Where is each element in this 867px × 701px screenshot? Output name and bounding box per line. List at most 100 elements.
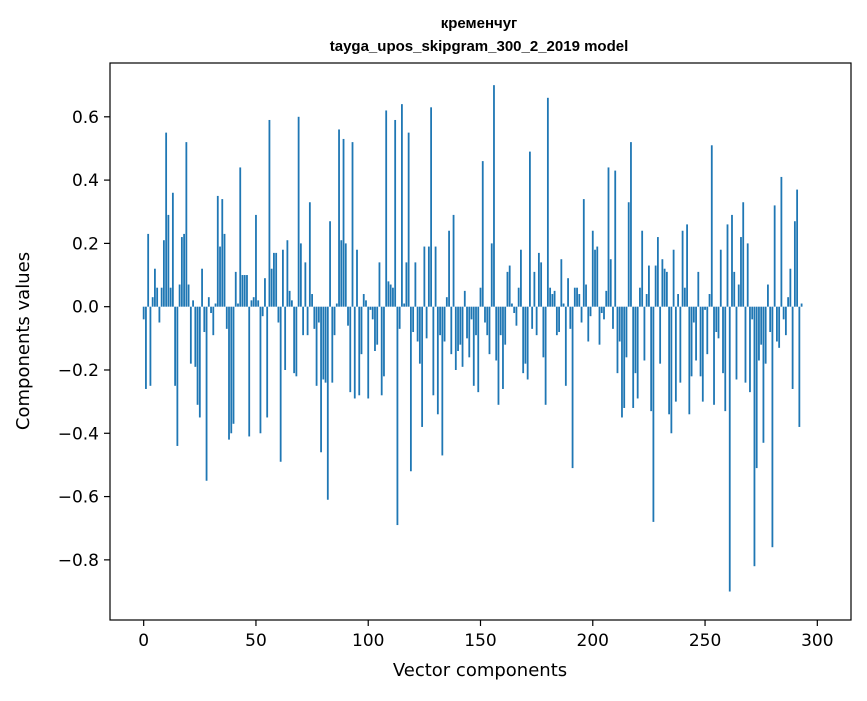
bar-component-80: [322, 306, 325, 380]
bar-component-118: [407, 132, 410, 307]
y-tick-label: 0.0: [72, 298, 99, 318]
bar-component-223: [643, 306, 646, 361]
bar-component-146: [470, 306, 473, 320]
bar-component-98: [362, 294, 365, 307]
bar-component-244: [690, 306, 693, 377]
bar-component-44: [241, 275, 244, 307]
bar-component-187: [562, 303, 565, 307]
bar-component-132: [439, 306, 441, 336]
bar-component-107: [383, 306, 385, 377]
bar-component-125: [423, 246, 426, 307]
bar-component-36: [223, 233, 226, 307]
bar-component-232: [663, 268, 666, 307]
bar-component-270: [749, 306, 751, 393]
bar-component-243: [688, 306, 691, 415]
bar-component-170: [524, 306, 527, 364]
bar-component-192: [573, 287, 576, 307]
bar-component-2: [147, 233, 150, 307]
bar-component-281: [773, 205, 776, 307]
bar-component-65: [288, 290, 291, 307]
bar-component-13: [171, 192, 174, 307]
bar-component-112: [394, 119, 397, 307]
bar-component-28: [205, 306, 208, 481]
bar-component-292: [798, 306, 801, 427]
bar-component-115: [401, 104, 403, 307]
bar-component-176: [537, 252, 540, 307]
bar-component-204: [600, 306, 603, 314]
bar-component-165: [513, 306, 516, 314]
bar-component-124: [421, 306, 424, 427]
bar-component-46: [246, 275, 248, 307]
bar-component-24: [196, 306, 199, 405]
bar-component-249: [701, 306, 704, 402]
bar-component-245: [692, 306, 695, 323]
bar-component-137: [450, 306, 453, 355]
bar-component-201: [594, 249, 596, 307]
bar-component-212: [618, 306, 621, 342]
bar-component-123: [418, 306, 421, 364]
bar-component-171: [526, 306, 529, 380]
bar-component-205: [603, 306, 605, 320]
bar-component-184: [555, 306, 558, 336]
bar-component-271: [751, 306, 754, 320]
bar-component-175: [535, 306, 538, 336]
y-tick-label: −0.4: [58, 424, 99, 444]
bar-component-239: [679, 306, 682, 383]
bar-component-72: [304, 262, 307, 307]
bar-component-21: [189, 306, 192, 364]
bar-component-126: [425, 306, 428, 339]
bar-component-185: [558, 306, 560, 333]
bar-component-120: [412, 306, 415, 333]
bar-component-129: [432, 306, 435, 396]
bar-component-76: [313, 306, 316, 329]
bar-component-288: [789, 268, 792, 307]
bar-component-290: [793, 221, 796, 307]
bar-component-228: [654, 265, 657, 307]
bar-component-116: [403, 303, 406, 307]
bar-component-215: [625, 306, 628, 358]
bar-component-63: [284, 306, 287, 370]
bar-component-210: [614, 170, 617, 307]
bar-component-222: [641, 230, 644, 307]
y-axis-label: Components values: [13, 252, 34, 430]
bar-component-161: [504, 306, 507, 345]
bar-component-233: [665, 271, 668, 307]
bar-component-182: [551, 294, 554, 307]
bar-component-293: [800, 303, 803, 307]
bar-component-42: [237, 303, 239, 307]
bar-component-133: [441, 306, 444, 456]
bar-component-32: [214, 303, 217, 307]
bar-component-274: [758, 306, 760, 361]
bar-component-268: [744, 306, 747, 383]
bar-component-255: [715, 306, 718, 333]
bar-component-286: [784, 306, 787, 336]
bar-component-103: [374, 306, 376, 351]
bar-component-135: [445, 297, 448, 307]
y-axis-ticks: −0.8 −0.6 −0.4 −0.2 0.0 0.2 0.4 0.6: [58, 108, 110, 571]
bar-component-51: [257, 300, 260, 307]
bar-component-216: [627, 202, 630, 307]
bar-component-253: [710, 145, 713, 307]
bar-component-207: [607, 167, 610, 307]
bar-component-94: [353, 306, 356, 399]
bar-component-139: [454, 306, 457, 370]
bar-component-191: [571, 306, 574, 469]
bar-component-34: [219, 246, 221, 307]
bar-component-45: [243, 275, 246, 307]
bar-component-17: [180, 237, 183, 307]
bar-component-254: [713, 306, 715, 405]
bar-component-283: [778, 306, 781, 348]
bar-component-225: [648, 265, 650, 307]
bar-component-128: [430, 107, 432, 307]
bar-component-114: [398, 306, 401, 329]
x-tick-label: 200: [577, 631, 609, 651]
bar-component-144: [466, 306, 468, 339]
bar-component-54: [264, 278, 266, 307]
bar-component-88: [340, 240, 343, 307]
bar-component-273: [755, 306, 758, 469]
y-tick-label: 0.2: [72, 234, 99, 254]
bar-component-289: [791, 306, 794, 389]
bar-component-276: [762, 306, 765, 443]
bar-component-157: [495, 306, 498, 361]
bar-component-203: [598, 306, 601, 345]
